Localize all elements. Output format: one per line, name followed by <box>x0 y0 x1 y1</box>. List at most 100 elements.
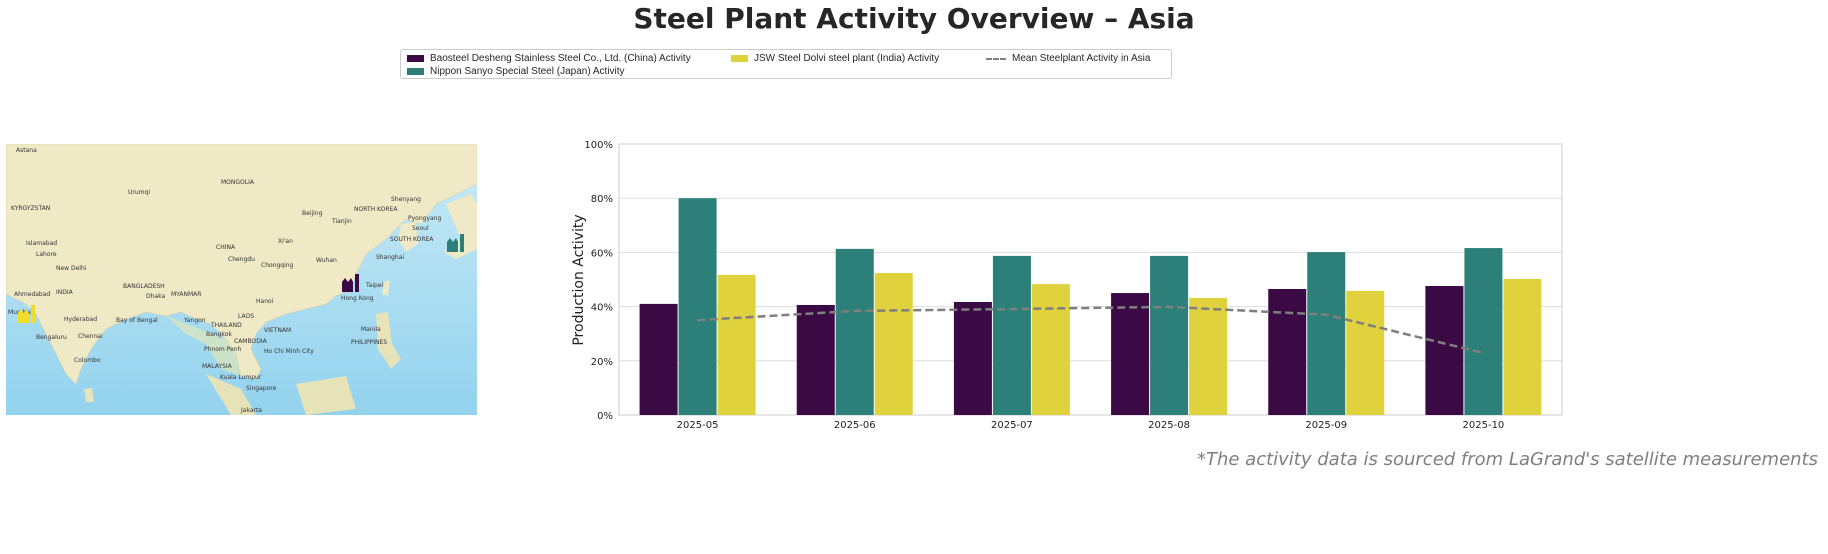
bar-nippon <box>1307 252 1346 415</box>
map-label: Urumqi <box>128 189 150 196</box>
bars <box>639 198 1542 415</box>
legend-item-nippon: Nippon Sanyo Special Steel (Japan) Activ… <box>407 66 625 77</box>
legend-item-baosteel: Baosteel Desheng Stainless Steel Co., Lt… <box>407 53 691 64</box>
y-tick-label: 60% <box>591 248 613 259</box>
map-label: KYRGYZSTAN <box>11 205 50 212</box>
map-label: MALAYSIA <box>202 363 233 370</box>
data-source-note: *The activity data is sourced from LaGra… <box>1196 449 1818 470</box>
map-label: MONGOLIA <box>221 179 255 186</box>
map-label: Manila <box>361 326 381 333</box>
map-label: MYANMAR <box>171 291 201 298</box>
map-label: Yangon <box>183 317 206 324</box>
chart-legend: Baosteel Desheng Stainless Steel Co., Lt… <box>400 49 1172 79</box>
land-sumatra <box>206 374 256 415</box>
y-tick-label: 100% <box>584 140 613 151</box>
legend-swatch <box>407 68 424 75</box>
x-tick-label: 2025-07 <box>991 420 1033 431</box>
activity-bar-chart: 0% 20% 40% 60% 80% 100% 2025-05 2025-06 2025-07 2… <box>560 130 1580 454</box>
x-tick-label: 2025-08 <box>1148 420 1190 431</box>
map-label: Shanghai <box>376 254 404 261</box>
map-label: Ahmedabad <box>14 291 50 298</box>
bar-jsw <box>1346 290 1385 415</box>
map-label: Colombo <box>74 357 101 364</box>
map-label: Ho Chi Minh City <box>264 348 314 355</box>
map-labels: Astana Urumqi MONGOLIA KYRGYZSTAN Beijing Tia… <box>8 147 441 414</box>
map-label: Astana <box>16 147 37 154</box>
land-borneo <box>296 376 356 415</box>
y-tick-label: 20% <box>591 357 613 368</box>
legend-swatch <box>407 55 424 62</box>
x-tick-label: 2025-10 <box>1463 420 1505 431</box>
legend-dash <box>986 57 1006 60</box>
map-label: Islamabad <box>26 240 57 247</box>
map-label: NORTH KOREA <box>354 206 398 213</box>
map-label: Singapore <box>246 385 277 392</box>
asia-map: Astana Urumqi MONGOLIA KYRGYZSTAN Beijing Tia… <box>6 144 477 415</box>
map-label: INDIA <box>56 289 74 296</box>
bar-nippon <box>678 198 717 415</box>
bar-jsw <box>717 274 756 415</box>
map-label: Bengaluru <box>36 334 67 341</box>
land-taiwan <box>382 280 390 296</box>
map-label: Phnom Penh <box>204 346 242 353</box>
land-korea <box>398 222 418 252</box>
map-label: Hanoi <box>256 298 274 305</box>
legend-item-jsw: JSW Steel Dolvi steel plant (India) Acti… <box>731 53 939 64</box>
map-label: CAMBODIA <box>234 338 268 345</box>
land-srilanka <box>84 388 94 402</box>
map-label: Kuala Lumpur <box>220 374 262 381</box>
bar-jsw <box>874 272 913 415</box>
map-label: Chongqing <box>261 262 294 269</box>
map-label: Wuhan <box>316 257 337 264</box>
tick-labels: 0% 20% 40% 60% 80% 100% 2025-05 2025-06 2025-07 2… <box>584 140 1504 431</box>
bar-jsw <box>1189 297 1228 415</box>
land-japan <box>444 194 477 259</box>
map-label: CHINA <box>216 244 236 251</box>
grid-lines <box>619 143 1562 416</box>
map-label: Bay of Bengal <box>116 317 158 324</box>
bar-nippon <box>835 248 874 415</box>
marker-jsw <box>18 305 35 323</box>
map-label: BANGLADESH <box>123 283 165 290</box>
land-green-south <box>166 316 241 376</box>
bar-jsw <box>1503 278 1542 415</box>
marker-baosteel <box>342 274 359 292</box>
map-label: New Delhi <box>56 265 87 272</box>
map-label: PHILIPPINES <box>351 339 387 346</box>
map-label: Hong Kong <box>341 295 374 302</box>
bar-jsw <box>1031 284 1070 415</box>
y-tick-label: 80% <box>591 194 613 205</box>
legend-label: Mean Steelplant Activity in Asia <box>1012 53 1151 64</box>
map-label: Beijing <box>302 210 323 217</box>
map-label: LAOS <box>238 313 254 320</box>
page-title: Steel Plant Activity Overview – Asia <box>633 2 1195 35</box>
land-philippines <box>376 312 401 369</box>
map-label: Bangkok <box>206 331 232 338</box>
chart-svg: 0% 20% 40% 60% 80% 100% 2025-05 2025-06 2025-07 2… <box>571 140 1563 431</box>
legend-label: JSW Steel Dolvi steel plant (India) Acti… <box>754 53 940 64</box>
y-tick-label: 0% <box>597 411 613 422</box>
map-label: Taipei <box>365 282 384 289</box>
bar-nippon <box>1150 255 1189 415</box>
map-label: Chengdu <box>228 256 255 263</box>
bar-baosteel <box>953 301 992 415</box>
x-tick-label: 2025-05 <box>677 420 719 431</box>
legend-label: Nippon Sanyo Special Steel (Japan) Activ… <box>430 66 625 77</box>
bar-baosteel <box>1425 286 1464 415</box>
bar-baosteel <box>639 303 678 415</box>
map-label: Shenyang <box>391 196 421 203</box>
map-label: THAILAND <box>210 322 242 329</box>
bar-nippon <box>992 255 1031 415</box>
map-label: Hyderabad <box>64 316 97 323</box>
map-label: Lahore <box>36 251 57 258</box>
y-tick-label: 40% <box>591 303 613 314</box>
bar-baosteel <box>796 304 835 415</box>
bar-nippon <box>1464 248 1503 415</box>
bar-baosteel <box>1111 293 1150 415</box>
map-label: Xi'an <box>278 238 293 245</box>
map-label: Pyongyang <box>408 215 441 222</box>
map-label: VIETNAM <box>264 327 291 334</box>
legend-swatch <box>731 55 748 62</box>
bar-baosteel <box>1268 288 1307 415</box>
map-svg: Astana Urumqi MONGOLIA KYRGYZSTAN Beijing Tia… <box>6 144 477 415</box>
